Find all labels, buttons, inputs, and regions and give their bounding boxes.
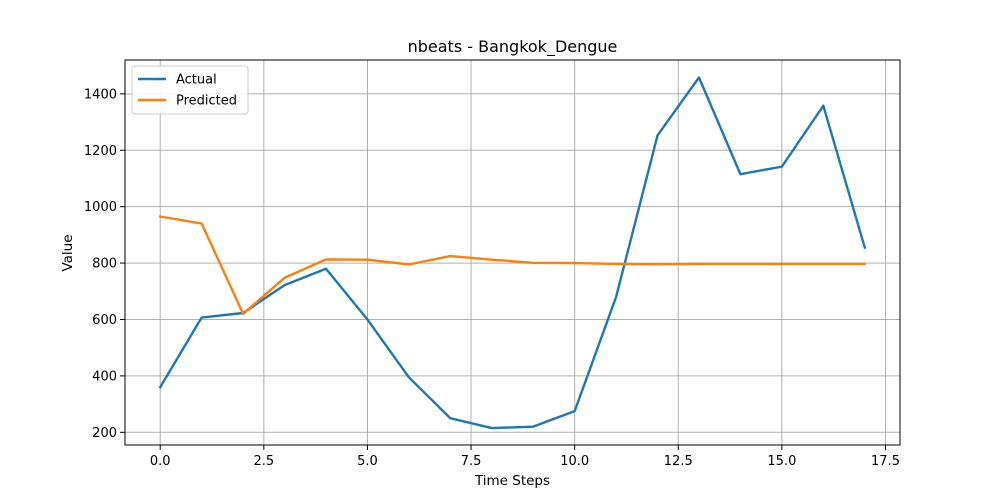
x-tick-label: 0.0	[150, 454, 171, 469]
y-tick-label: 1200	[84, 144, 117, 159]
x-tick-label: 2.5	[253, 454, 274, 469]
legend-label-actual: Actual	[176, 73, 217, 88]
series-line-actual	[158, 76, 867, 430]
x-tick-label: 17.5	[871, 454, 900, 469]
x-tick-label: 15.0	[767, 454, 796, 469]
series-lines	[158, 76, 867, 430]
x-axis: 0.0 2.5 5.0 7.5 10.0 12.5 15.0 17.5	[150, 445, 900, 469]
y-tick-label: 800	[92, 257, 117, 272]
legend: Actual Predicted	[131, 65, 249, 115]
y-axis: 200 400 600 800 1000 1200 1400	[84, 87, 125, 441]
x-tick-label: 10.0	[560, 454, 589, 469]
x-tick-label: 5.0	[357, 454, 378, 469]
y-tick-label: 400	[92, 369, 117, 384]
x-tick-label: 7.5	[461, 454, 482, 469]
legend-label-predicted: Predicted	[176, 94, 237, 109]
x-tick-label: 12.5	[664, 454, 693, 469]
x-axis-title: Time Steps	[474, 473, 550, 489]
grid	[125, 60, 900, 445]
y-tick-label: 1000	[84, 200, 117, 215]
y-tick-label: 200	[92, 426, 117, 441]
y-axis-title: Value	[60, 234, 76, 271]
chart-title: nbeats - Bangkok_Dengue	[408, 37, 618, 57]
series-line-predicted	[158, 215, 866, 316]
y-tick-label: 600	[92, 313, 117, 328]
y-tick-label: 1400	[84, 87, 117, 102]
plot-frame	[124, 59, 901, 446]
